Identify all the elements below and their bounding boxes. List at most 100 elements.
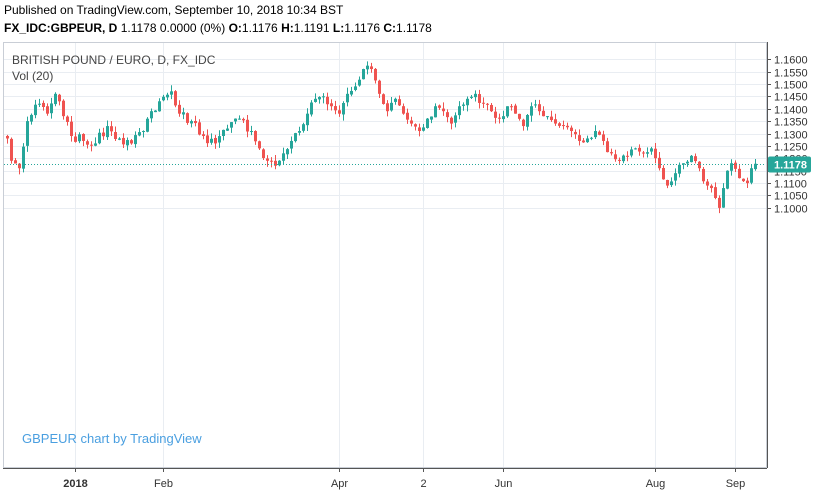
candle-body [294, 133, 297, 142]
candle-body [698, 161, 701, 169]
candle-body [630, 149, 633, 156]
candle-body [478, 94, 481, 103]
candle-body [530, 106, 533, 116]
time-tick-label: Feb [154, 478, 173, 490]
candle-body [454, 115, 457, 123]
candle-body [330, 103, 333, 107]
candle-body [190, 121, 193, 124]
price-tick-label: 1.1300 [774, 130, 808, 142]
price-tick-label: 1.1000 [774, 204, 808, 216]
candle-body [682, 163, 685, 165]
candle-body [134, 135, 137, 145]
candle-body [342, 103, 345, 115]
candle-body [638, 147, 641, 152]
price-tick-label: 1.1400 [774, 105, 808, 117]
close-value: 1.1178 [396, 21, 432, 35]
open-value: 1.1176 [241, 21, 278, 35]
time-tick-label: Apr [331, 478, 348, 490]
candle-body [710, 185, 713, 189]
time-axis: 2018 Feb Apr 2 Jun Aug Sep [63, 468, 745, 490]
candle-body [498, 117, 501, 119]
candle-body [750, 168, 753, 183]
candle-body [338, 110, 341, 114]
candle-body [518, 113, 521, 119]
candle-body [114, 132, 117, 139]
price-tick-label: 1.1050 [774, 191, 808, 203]
candle-body [414, 124, 417, 127]
candle-body [210, 138, 213, 143]
candle-body [562, 125, 565, 127]
candle-body [262, 149, 265, 159]
candle-body [58, 94, 61, 102]
candle-body [510, 106, 513, 108]
open-label: O: [228, 21, 242, 35]
candle-body [214, 137, 217, 144]
candle-body [198, 122, 201, 135]
candle-body [78, 134, 81, 142]
candle-body [458, 106, 461, 116]
candle-body [410, 120, 413, 124]
price-tick-label: 1.1600 [774, 55, 808, 67]
candle-body [434, 106, 437, 118]
candle-body [322, 96, 325, 98]
candle-body [694, 156, 697, 162]
candle-body [314, 98, 317, 102]
candle-body [194, 120, 197, 124]
candle-body [654, 148, 657, 159]
candle-body [534, 104, 537, 106]
candle-body [542, 110, 545, 117]
high-label: H: [281, 21, 294, 35]
time-tick-label: Sep [726, 478, 746, 490]
candle-body [202, 134, 205, 136]
candle-body [586, 138, 589, 143]
candle-body [54, 93, 57, 105]
candle-body [426, 118, 429, 128]
candle-body [722, 188, 725, 208]
candle-body [738, 168, 741, 179]
candle-body [282, 153, 285, 161]
candle-body [174, 91, 177, 106]
candle-body [358, 79, 361, 86]
candle-body [422, 127, 425, 131]
candle-body [102, 132, 105, 137]
candle-body [298, 131, 301, 133]
candle-body [274, 160, 277, 166]
candle-body [94, 143, 97, 146]
candle-body [578, 135, 581, 141]
candle-body [42, 102, 45, 107]
candle-body [218, 136, 221, 143]
candle-body [730, 163, 733, 171]
candle-body [490, 104, 493, 112]
candle-body [550, 116, 553, 121]
candle-body [238, 118, 241, 120]
time-tick-label: Jun [495, 478, 513, 490]
chart-title: BRITISH POUND / EURO, D, FX_IDC [12, 53, 216, 67]
candle-body [50, 103, 53, 114]
candle-body [522, 119, 525, 127]
watermark: GBPEUR chart by TradingView [22, 431, 202, 446]
last-value: 1.1178 [120, 21, 157, 35]
candle-body [674, 173, 677, 181]
candle-body [614, 154, 617, 160]
candle-body [250, 131, 253, 133]
candle-body [486, 103, 489, 105]
candle-body [606, 141, 609, 153]
candle-body [230, 122, 233, 128]
candle-body [326, 96, 329, 105]
candle-body [706, 181, 709, 186]
published-note: Published on TradingView.com, September … [4, 3, 344, 17]
candle-body [18, 163, 21, 169]
candle-body [462, 104, 465, 106]
candle-body [670, 181, 673, 186]
candle-body [362, 69, 365, 80]
candle-body [130, 140, 133, 144]
candle-body [158, 101, 161, 112]
candle-body [438, 105, 441, 108]
candle-body [270, 160, 273, 162]
candle-body [366, 65, 369, 70]
price-tick-label: 1.1250 [774, 142, 808, 154]
time-tick-label: 2018 [63, 478, 87, 490]
candle-body [138, 132, 141, 136]
candle-body [418, 127, 421, 132]
